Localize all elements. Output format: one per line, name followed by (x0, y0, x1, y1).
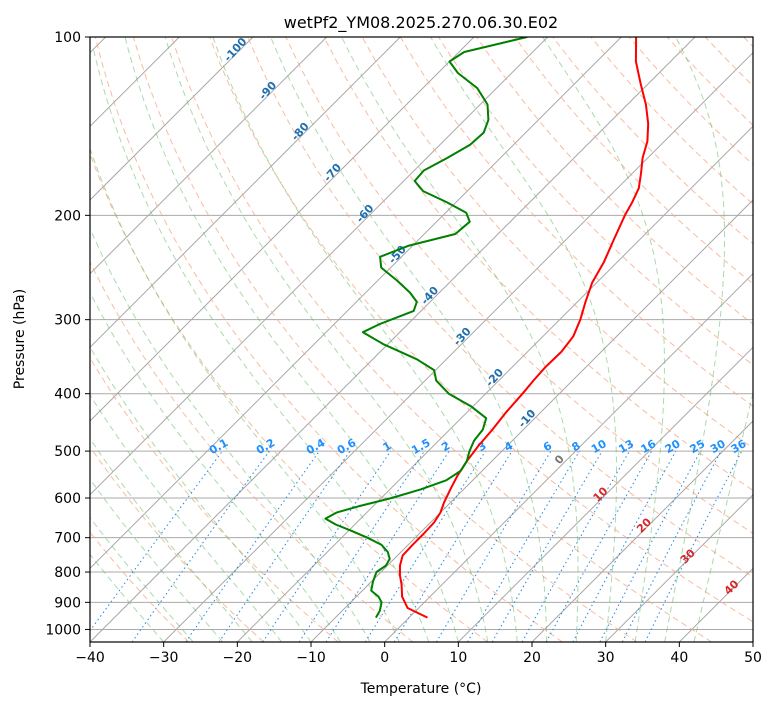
dry-adiabat-line (514, 37, 753, 285)
mixing-ratio-line (393, 450, 513, 642)
y-tick-label: 500 (54, 444, 81, 460)
sounding-profiles (324, 37, 650, 619)
x-tick-label: −40 (75, 650, 105, 666)
isotherm-line (90, 37, 622, 570)
x-tick-label: −10 (296, 650, 326, 666)
mixing-ratio-lines (90, 450, 743, 642)
y-tick-label: 700 (54, 531, 81, 547)
mixing-ratio-line (325, 450, 450, 642)
mixing-ratio-line (467, 450, 580, 642)
x-tick-label: −20 (223, 650, 253, 666)
dry-adiabat-line (90, 446, 264, 642)
x-tick-label: 50 (744, 650, 762, 666)
moist-adiabat-line (90, 437, 253, 642)
isotherm-line (384, 272, 753, 642)
moist-adiabat-line (270, 37, 548, 642)
dry-adiabat-lines (90, 37, 753, 642)
y-tick-label: 1000 (45, 622, 81, 638)
x-tick-label: 30 (597, 650, 615, 666)
isobar-grid (90, 37, 753, 630)
dry-adiabat-line (209, 37, 753, 623)
isotherm-line (457, 346, 753, 642)
y-tick-label: 400 (54, 387, 81, 403)
y-tick-label: 200 (54, 208, 81, 224)
mixing-ratio-line (435, 450, 552, 642)
y-tick-label: 300 (54, 313, 81, 329)
moist-adiabat-line (90, 345, 312, 642)
dry-adiabat-line (476, 37, 753, 325)
isotherm-lines (90, 37, 753, 642)
isotherm-line (605, 493, 753, 642)
moist-adiabat-line (90, 394, 282, 642)
x-axis: −40 −30 −20 −10 0 10 20 30 40 50 (75, 642, 762, 666)
isotherm-line (90, 37, 328, 275)
isotherm-line (236, 125, 753, 642)
dry-adiabat-line (94, 37, 563, 642)
y-tick-label: 900 (54, 595, 81, 611)
isotherm-line (163, 51, 753, 642)
y-tick-label: 800 (54, 565, 81, 581)
isotherm-line (90, 37, 401, 349)
moist-adiabat-line (90, 227, 371, 642)
moist-adiabat-line (430, 37, 617, 642)
isotherm-line (531, 420, 753, 642)
mixing-ratio-line (262, 450, 392, 642)
dry-adiabat-line (323, 37, 753, 491)
moist-adiabat-line (664, 37, 726, 642)
y-axis: 100 200 300 400 500 600 700 800 900 1000 (45, 30, 90, 638)
mixing-ratio-line (298, 450, 425, 642)
isotherm-line (90, 37, 549, 496)
dewpoint-profile-line (324, 37, 528, 619)
moist-adiabat-line (93, 49, 430, 642)
moist-adiabat-line (542, 37, 665, 642)
isotherm-line (90, 37, 475, 422)
x-tick-label: 20 (523, 650, 541, 666)
mixing-ratio-line (218, 450, 351, 642)
mixing-ratio-line (364, 450, 486, 642)
isotherm-line (90, 37, 254, 201)
moist-adiabat-lines (90, 37, 753, 642)
dry-adiabat-line (90, 260, 414, 642)
moist-adiabat-line (212, 37, 518, 642)
chart-title: wetPf2_YM08.2025.270.06.30.E02 (284, 13, 558, 33)
y-axis-title: Pressure (hPa) (12, 289, 28, 389)
moist-adiabat-line (164, 37, 489, 642)
mixing-ratio-line (572, 450, 677, 642)
x-tick-label: 10 (449, 650, 467, 666)
mixing-ratio-line (185, 450, 320, 642)
moist-adiabat-line (693, 390, 753, 642)
x-tick-label: 0 (380, 650, 389, 666)
moist-adiabat-line (341, 37, 579, 642)
mixing-ratio-line (599, 450, 701, 642)
moist-adiabat-line (124, 37, 459, 642)
x-axis-title: Temperature (°C) (360, 681, 482, 697)
y-tick-label: 600 (54, 491, 81, 507)
plot-frame (89, 36, 754, 643)
dry-adiabat-line (247, 37, 753, 578)
moist-adiabat-line (90, 291, 341, 642)
dry-adiabat-line (171, 37, 712, 642)
x-tick-label: 40 (670, 650, 688, 666)
temperature-profile-line (398, 37, 650, 619)
moist-adiabat-line (90, 147, 400, 642)
isotherm-line (90, 37, 696, 642)
x-tick-label: −30 (149, 650, 179, 666)
y-tick-label: 100 (54, 30, 81, 46)
dry-adiabat-line (285, 37, 753, 535)
